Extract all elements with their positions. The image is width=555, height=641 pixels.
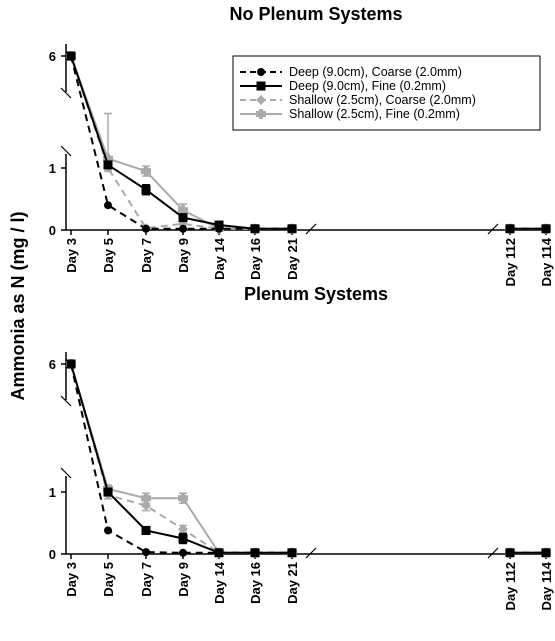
x-tick-label: Day 21	[285, 238, 300, 280]
y-tick-label: 0	[49, 547, 56, 562]
x-tick-label: Day 14	[212, 237, 227, 280]
y-axis-break-mark	[60, 87, 72, 99]
y-tick-label: 6	[49, 357, 56, 372]
chart-title: No Plenum Systems	[229, 4, 402, 24]
data-point	[179, 224, 187, 233]
x-axis-break-mark	[305, 223, 317, 235]
series-line	[70, 363, 292, 554]
data-point	[141, 185, 151, 195]
legend-label: Deep (9.0cm), Fine (0.2mm)	[289, 79, 446, 93]
series-1	[66, 359, 551, 558]
data-point	[214, 220, 224, 230]
x-axis-break-mark	[305, 547, 317, 559]
data-point	[141, 525, 151, 535]
legend-marker	[256, 81, 266, 91]
x-axis-break-mark	[487, 223, 499, 235]
series-1	[66, 51, 551, 234]
data-point-cross	[181, 205, 185, 216]
data-point	[541, 548, 551, 558]
series-line	[70, 363, 292, 554]
series-2	[66, 359, 551, 558]
legend-marker	[256, 95, 266, 105]
series-line	[70, 363, 292, 554]
x-tick-label: Day 114	[539, 561, 554, 610]
data-point	[505, 548, 515, 558]
data-point	[103, 160, 113, 170]
data-point	[66, 359, 76, 369]
legend-box	[232, 55, 541, 131]
legend: Deep (9.0cm), Coarse (2.0mm)Deep (9.0cm)…	[232, 55, 541, 131]
x-tick-label: Day 7	[139, 238, 154, 273]
panel-plenum: Plenum Systems 0 1 6 Day 3 Day 5 Day 7 Day 9 Day…	[49, 284, 554, 610]
y-axis-label: Ammonia as N (mg / l)	[8, 211, 28, 400]
x-tick-label: Day 3	[64, 562, 79, 597]
data-point	[104, 526, 112, 535]
series-0	[67, 360, 550, 557]
data-point-cross	[181, 493, 185, 504]
x-tick-label: Day 7	[139, 562, 154, 597]
data-point	[250, 224, 260, 234]
data-point	[287, 548, 297, 558]
data-point	[66, 51, 76, 61]
x-tick-label: Day 3	[64, 238, 79, 273]
series-3	[66, 359, 551, 558]
y-tick-label: 0	[49, 223, 56, 238]
legend-label: Shallow (2.5cm), Fine (0.2mm)	[289, 107, 460, 121]
data-point-cross	[106, 153, 110, 164]
x-axis-break-mark	[487, 547, 499, 559]
data-point	[178, 524, 188, 535]
panel-no-plenum: No Plenum Systems 0 1 6 Day 3 Day 5 Day 7 Day 9…	[49, 4, 554, 286]
data-point	[287, 224, 297, 234]
data-point-cross	[144, 166, 148, 177]
x-tick-label: Day 21	[285, 562, 300, 604]
legend-marker	[257, 68, 265, 76]
data-point	[142, 224, 150, 233]
y-tick-label: 1	[49, 161, 56, 176]
y-axis-break-mark	[60, 395, 72, 407]
data-point	[104, 201, 112, 210]
x-tick-label: Day 5	[101, 238, 116, 273]
legend-label: Deep (9.0cm), Coarse (2.0mm)	[289, 65, 462, 79]
data-point	[541, 224, 551, 234]
data-point	[103, 487, 113, 497]
x-tick-label: Day 112	[503, 562, 518, 610]
data-point	[179, 548, 187, 557]
x-tick-label: Day 112	[503, 238, 518, 286]
x-tick-label: Day 9	[176, 562, 191, 597]
x-tick-label: Day 114	[539, 237, 554, 286]
data-point-cross	[144, 493, 148, 504]
x-tick-label: Day 14	[212, 561, 227, 604]
x-tick-label: Day 16	[248, 238, 263, 280]
chart-title: Plenum Systems	[244, 284, 388, 304]
data-point	[178, 534, 188, 543]
x-tick-label: Day 5	[101, 562, 116, 597]
y-tick-label: 6	[49, 49, 56, 64]
data-point	[505, 224, 515, 234]
data-point	[178, 213, 188, 223]
data-point	[214, 548, 224, 558]
series-line	[70, 363, 292, 554]
x-tick-label: Day 9	[176, 238, 191, 273]
legend-marker-cross	[259, 109, 263, 119]
y-axis-break-mark	[60, 467, 72, 479]
legend-label: Shallow (2.5cm), Coarse (2.0mm)	[289, 93, 476, 107]
y-tick-label: 1	[49, 485, 56, 500]
data-point	[250, 548, 260, 558]
x-tick-label: Day 16	[248, 562, 263, 604]
y-axis-break-mark	[60, 145, 72, 157]
data-point	[142, 548, 150, 557]
